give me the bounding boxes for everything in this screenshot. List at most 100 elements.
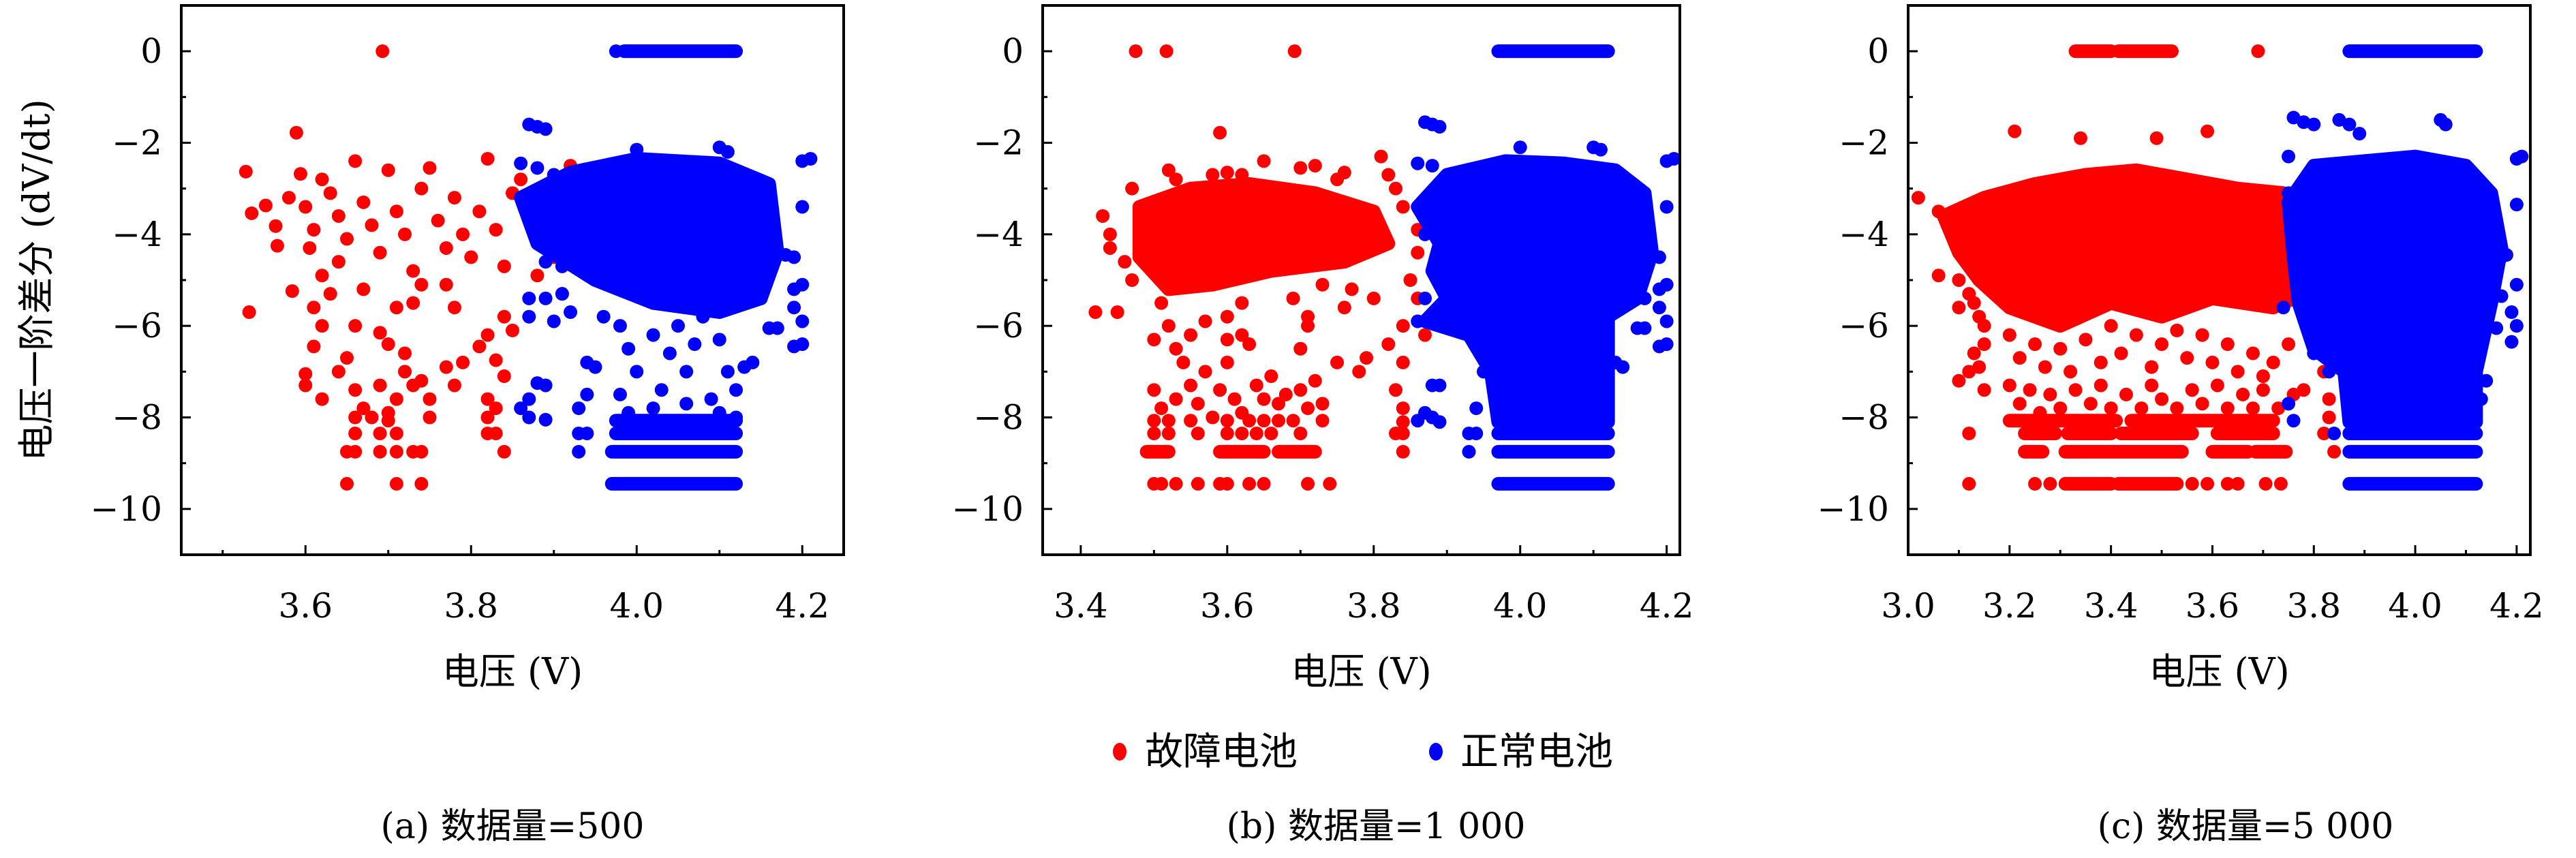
y-tick-label: −6 <box>1839 306 1889 346</box>
legend-marker-normal <box>1429 743 1443 761</box>
data-point <box>795 337 810 352</box>
data-point <box>1659 200 1674 214</box>
data-point <box>1962 476 1976 491</box>
data-point <box>1154 476 1169 491</box>
data-point <box>538 122 553 136</box>
data-point <box>2043 387 2057 401</box>
data-point <box>1176 355 1191 369</box>
data-point <box>456 355 470 369</box>
x-tick-label: 4.2 <box>775 586 829 626</box>
data-point <box>1272 397 1286 411</box>
data-point <box>1513 140 1527 155</box>
data-point <box>1154 296 1169 310</box>
data-point <box>2286 110 2301 125</box>
data-point <box>1931 269 1946 283</box>
x-tick-label: 3.8 <box>2287 586 2342 626</box>
data-point <box>2170 401 2184 416</box>
legend-label-normal: 正常电池 <box>1460 730 1613 774</box>
data-point <box>696 309 710 324</box>
data-point <box>2297 115 2311 129</box>
data-point <box>1659 337 1674 352</box>
data-point <box>269 219 283 233</box>
data-point <box>1330 172 1345 187</box>
data-point <box>2028 476 2042 491</box>
data-point <box>365 218 379 232</box>
data-point <box>2053 401 2068 416</box>
data-point <box>2201 476 2215 491</box>
data-point <box>1286 291 1300 305</box>
data-point <box>2282 149 2296 164</box>
data-point <box>1103 241 1117 255</box>
data-point <box>803 152 818 166</box>
y-tick-label: −2 <box>1839 123 1889 163</box>
data-point <box>2145 378 2159 393</box>
data-point <box>1125 181 1139 196</box>
data-point <box>1411 314 1425 328</box>
data-point <box>2155 392 2169 406</box>
data-point <box>2002 328 2017 342</box>
data-point <box>2043 476 2057 491</box>
data-point <box>381 163 395 177</box>
data-point <box>2245 401 2260 416</box>
data-point <box>2149 131 2164 145</box>
data-point <box>1301 401 1315 416</box>
data-point <box>245 206 259 220</box>
data-point <box>489 223 503 237</box>
data-point <box>1286 414 1300 428</box>
data-point <box>1235 328 1249 342</box>
data-point <box>398 346 412 361</box>
data-point <box>1667 152 1680 166</box>
data-point <box>514 156 528 170</box>
data-point <box>1462 444 1476 459</box>
data-point <box>373 326 387 340</box>
data-point <box>1396 319 1410 333</box>
data-point <box>315 172 329 187</box>
data-point <box>1962 427 1976 441</box>
data-point <box>340 476 354 491</box>
data-point <box>389 444 403 459</box>
data-point <box>1389 383 1403 397</box>
data-point <box>1198 365 1212 379</box>
dense-point-cluster <box>514 152 784 320</box>
data-point <box>787 282 801 296</box>
data-point <box>2332 112 2346 127</box>
data-point <box>580 387 594 401</box>
data-point <box>480 328 495 342</box>
legend-marker-faulty <box>1113 743 1126 761</box>
data-point <box>2322 410 2336 425</box>
series-faulty <box>1088 44 1432 491</box>
y-tick-label: −6 <box>112 306 162 346</box>
data-point <box>2307 117 2321 132</box>
data-point <box>447 301 461 315</box>
data-point <box>1396 444 1410 459</box>
data-point <box>1301 319 1315 333</box>
data-point <box>331 209 346 223</box>
data-point <box>1206 410 1220 425</box>
scatter-panel-1: 3.6 3.8 4.0 4.2 0 −2 −4 −6 −8 −10 电压 (V) 电压一阶差分 (dV… <box>15 4 845 847</box>
data-point <box>1389 181 1403 196</box>
data-point <box>331 255 346 269</box>
data-point <box>431 213 445 228</box>
data-point <box>2438 117 2453 132</box>
data-point <box>1659 314 1674 328</box>
data-point <box>1630 321 1644 335</box>
data-point <box>242 305 256 320</box>
data-point <box>1088 305 1103 320</box>
data-point <box>1220 476 1234 491</box>
data-point <box>439 277 453 292</box>
data-point <box>2210 378 2224 393</box>
data-point <box>1220 309 1234 324</box>
data-point <box>1967 346 1981 361</box>
data-point <box>307 301 321 315</box>
dense-point-cluster <box>2282 149 2509 429</box>
data-point <box>1096 209 1110 223</box>
data-point <box>2352 127 2367 141</box>
y-tick-label: −10 <box>90 489 162 529</box>
data-point <box>2038 360 2052 374</box>
x-tick-label: 3.4 <box>1054 586 1108 626</box>
data-point <box>439 241 453 255</box>
data-point <box>2282 186 2296 200</box>
data-point <box>315 319 329 333</box>
data-point <box>323 186 337 200</box>
data-point <box>1249 427 1263 441</box>
